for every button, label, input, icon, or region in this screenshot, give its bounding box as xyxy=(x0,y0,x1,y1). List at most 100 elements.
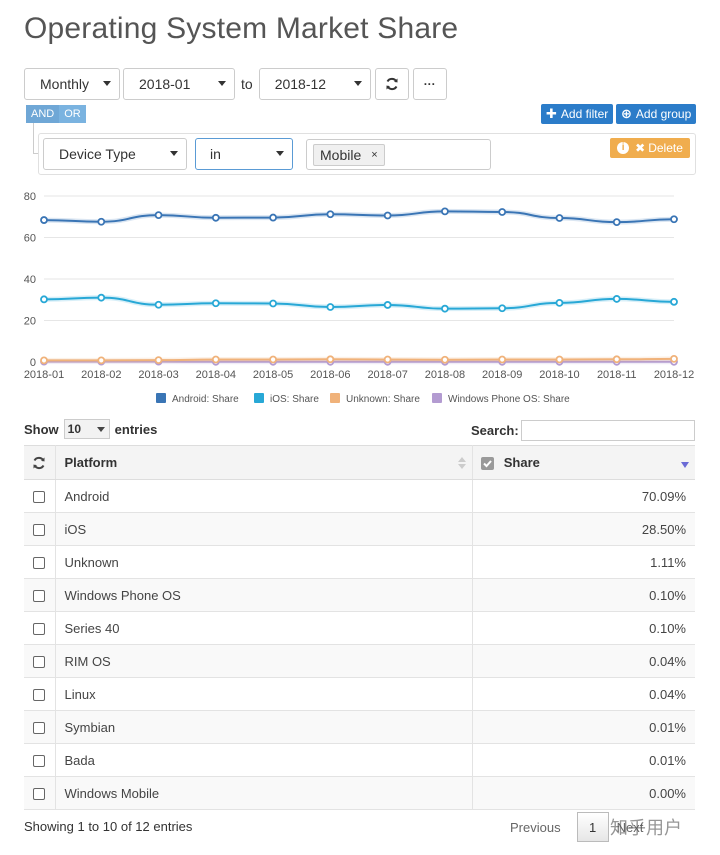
from-month-select[interactable]: 2018-01 xyxy=(123,68,235,100)
remove-tag-icon[interactable]: × xyxy=(371,149,378,161)
table-row: Windows Phone OS 0.10% xyxy=(24,578,695,612)
row-checkbox[interactable] xyxy=(33,755,46,768)
select-header[interactable] xyxy=(24,445,56,480)
page-size-value: 10 xyxy=(67,422,82,436)
row-checkbox-cell xyxy=(24,677,56,711)
page-1-button[interactable]: 1 xyxy=(576,812,609,842)
row-checkbox[interactable] xyxy=(33,722,46,735)
series-point xyxy=(441,355,449,364)
row-checkbox[interactable] xyxy=(33,557,46,570)
from-month-value: 2018-01 xyxy=(139,76,191,92)
table-row: RIM OS 0.04% xyxy=(24,644,695,678)
share-column-header[interactable]: Share xyxy=(472,445,695,480)
to-label: to xyxy=(241,76,253,92)
series-point xyxy=(498,355,507,364)
legend-label: Android: Share xyxy=(172,394,239,405)
series-line xyxy=(43,296,675,310)
row-checkbox[interactable] xyxy=(33,788,46,801)
refresh-button[interactable] xyxy=(374,68,409,100)
checkbox-checked-icon[interactable] xyxy=(481,457,495,471)
and-or-toggle: AND OR xyxy=(26,105,86,123)
platform-table: Platform Share Android 70.09% iOS 28.50% Unk… xyxy=(24,445,695,810)
row-checkbox[interactable] xyxy=(33,656,46,669)
chevron-down-icon xyxy=(218,81,226,86)
x-tick-label: 2018-08 xyxy=(425,369,465,381)
series-point xyxy=(154,356,163,365)
table-row: Symbian 0.01% xyxy=(24,710,695,744)
more-options-button[interactable]: ··· xyxy=(412,68,447,100)
table-row: Linux 0.04% xyxy=(24,677,695,711)
next-page-button[interactable]: Next xyxy=(616,819,644,835)
x-tick-label: 2018-11 xyxy=(597,369,637,381)
row-checkbox-cell xyxy=(24,512,56,546)
period-select[interactable]: Monthly xyxy=(24,68,120,100)
series-point xyxy=(326,355,335,364)
platform-cell: RIM OS xyxy=(55,644,474,678)
series-point xyxy=(97,293,106,302)
add-filter-button[interactable]: ✚ Add filter xyxy=(541,104,614,124)
to-month-select[interactable]: 2018-12 xyxy=(258,68,371,100)
share-cell: 28.50% xyxy=(472,512,695,546)
and-button[interactable]: AND xyxy=(26,105,60,123)
row-checkbox[interactable] xyxy=(33,491,46,504)
row-checkbox[interactable] xyxy=(33,689,46,702)
search-input[interactable] xyxy=(521,420,695,441)
table-row: Android 70.09% xyxy=(24,479,695,513)
refresh-icon xyxy=(33,457,45,470)
field-select[interactable]: Device Type xyxy=(43,138,187,170)
rule-connector xyxy=(33,123,34,153)
x-tick-label: 2018-01 xyxy=(24,369,64,381)
delete-rule-button[interactable]: i ✖ Delete xyxy=(610,138,690,158)
page-length-control: Show 10 entries xyxy=(24,419,157,439)
series-point xyxy=(670,297,678,306)
chevron-down-icon xyxy=(353,81,362,86)
platform-cell: Windows Phone OS xyxy=(55,578,474,612)
series-point xyxy=(211,213,220,222)
legend-swatch xyxy=(254,393,264,403)
share-cell: 0.01% xyxy=(472,743,695,777)
row-checkbox[interactable] xyxy=(33,524,46,537)
row-checkbox-cell xyxy=(24,479,56,513)
x-tick-label: 2018-06 xyxy=(310,369,350,381)
share-cell: 0.04% xyxy=(472,677,695,711)
or-button[interactable]: OR xyxy=(59,105,86,123)
x-tick-label: 2018-04 xyxy=(196,369,236,381)
row-checkbox[interactable] xyxy=(33,623,46,636)
row-checkbox[interactable] xyxy=(33,590,46,603)
y-tick-label: 40 xyxy=(24,274,36,286)
value-input[interactable]: Mobile × xyxy=(306,139,491,170)
page-size-select[interactable]: 10 xyxy=(63,419,110,439)
y-tick-label: 0 xyxy=(30,357,36,369)
legend-label: Unknown: Share xyxy=(346,394,420,405)
share-header-label: Share xyxy=(503,454,540,470)
series-point xyxy=(154,211,163,219)
platform-cell: Linux xyxy=(55,677,474,711)
series-point xyxy=(40,356,48,365)
series-point xyxy=(555,298,564,307)
platform-column-header[interactable]: Platform xyxy=(55,445,474,480)
platform-cell: Android xyxy=(55,479,474,513)
pagination: Previous 1 Next xyxy=(510,812,643,842)
platform-cell: iOS xyxy=(55,512,474,546)
row-checkbox-cell xyxy=(24,743,56,777)
platform-cell: Symbian xyxy=(55,710,474,744)
add-filter-label: Add filter xyxy=(560,107,609,121)
x-tick-label: 2018-07 xyxy=(367,369,407,381)
legend-swatch xyxy=(432,393,442,403)
table-row: Unknown 1.11% xyxy=(24,545,695,579)
table-row: Bada 0.01% xyxy=(24,743,695,777)
share-cell: 0.01% xyxy=(472,710,695,744)
x-tick-label: 2018-09 xyxy=(482,369,522,381)
platform-cell: Bada xyxy=(55,743,474,777)
share-cell: 70.09% xyxy=(472,479,695,513)
value-tag: Mobile × xyxy=(313,144,385,166)
add-group-button[interactable]: ⊕ Add group xyxy=(616,104,697,124)
series-point xyxy=(269,355,277,364)
previous-page-button[interactable]: Previous xyxy=(510,819,561,835)
series-point xyxy=(269,213,277,222)
operator-select[interactable]: in xyxy=(195,138,293,170)
series-point xyxy=(269,299,277,308)
plus-circle-icon: ⊕ xyxy=(621,106,632,121)
to-month-value: 2018-12 xyxy=(274,76,327,92)
platform-cell: Windows Mobile xyxy=(55,776,474,810)
